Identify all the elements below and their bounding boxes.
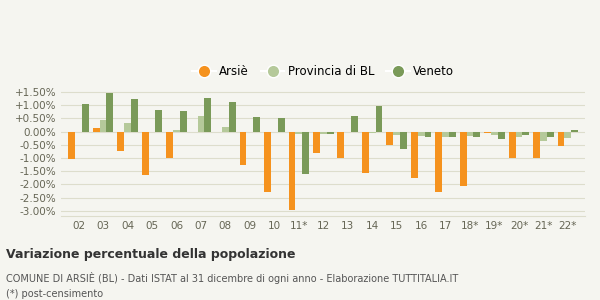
Bar xyxy=(547,131,554,137)
Bar xyxy=(369,131,376,133)
Bar xyxy=(229,102,236,131)
Legend: Arsiè, Provincia di BL, Veneto: Arsiè, Provincia di BL, Veneto xyxy=(187,61,459,83)
Bar xyxy=(278,118,284,131)
Bar xyxy=(197,116,205,131)
Bar xyxy=(264,131,271,192)
Bar xyxy=(253,117,260,131)
Bar xyxy=(124,123,131,131)
Bar xyxy=(491,131,498,135)
Bar xyxy=(215,131,222,132)
Bar xyxy=(557,131,565,146)
Text: (*) post-censimento: (*) post-censimento xyxy=(6,289,103,299)
Bar xyxy=(155,110,162,131)
Bar xyxy=(337,131,344,158)
Bar xyxy=(418,131,425,136)
Bar xyxy=(247,131,253,132)
Bar xyxy=(473,131,480,137)
Bar xyxy=(239,131,247,165)
Bar xyxy=(442,131,449,137)
Bar xyxy=(386,131,393,145)
Bar xyxy=(449,131,456,137)
Bar xyxy=(351,116,358,131)
Bar xyxy=(100,120,106,131)
Bar xyxy=(68,131,75,159)
Bar xyxy=(75,131,82,132)
Bar xyxy=(523,131,529,136)
Bar xyxy=(149,131,155,132)
Bar xyxy=(173,130,180,131)
Bar xyxy=(295,131,302,134)
Bar xyxy=(82,104,89,131)
Bar xyxy=(205,98,211,131)
Bar xyxy=(571,130,578,131)
Bar xyxy=(460,131,467,186)
Bar xyxy=(222,127,229,131)
Bar xyxy=(302,131,309,174)
Bar xyxy=(533,131,540,158)
Text: Variazione percentuale della popolazione: Variazione percentuale della popolazione xyxy=(6,248,296,261)
Bar xyxy=(117,131,124,151)
Bar xyxy=(313,131,320,153)
Bar xyxy=(565,131,571,138)
Bar xyxy=(362,131,369,173)
Text: COMUNE DI ARSIÈ (BL) - Dati ISTAT al 31 dicembre di ogni anno - Elaborazione TUT: COMUNE DI ARSIÈ (BL) - Dati ISTAT al 31 … xyxy=(6,272,458,284)
Bar xyxy=(498,131,505,140)
Bar xyxy=(411,131,418,178)
Bar xyxy=(393,131,400,136)
Bar xyxy=(180,111,187,131)
Bar xyxy=(320,131,326,134)
Bar xyxy=(376,106,382,131)
Bar xyxy=(540,131,547,141)
Bar xyxy=(271,131,278,132)
Bar xyxy=(425,131,431,137)
Bar xyxy=(484,131,491,133)
Bar xyxy=(106,93,113,131)
Bar xyxy=(435,131,442,192)
Bar xyxy=(191,131,197,132)
Bar xyxy=(289,131,295,209)
Bar xyxy=(515,131,523,137)
Bar xyxy=(509,131,515,158)
Bar xyxy=(93,128,100,131)
Bar xyxy=(131,99,138,131)
Bar xyxy=(142,131,149,175)
Bar xyxy=(326,131,334,134)
Bar xyxy=(166,131,173,158)
Bar xyxy=(467,131,473,136)
Bar xyxy=(400,131,407,149)
